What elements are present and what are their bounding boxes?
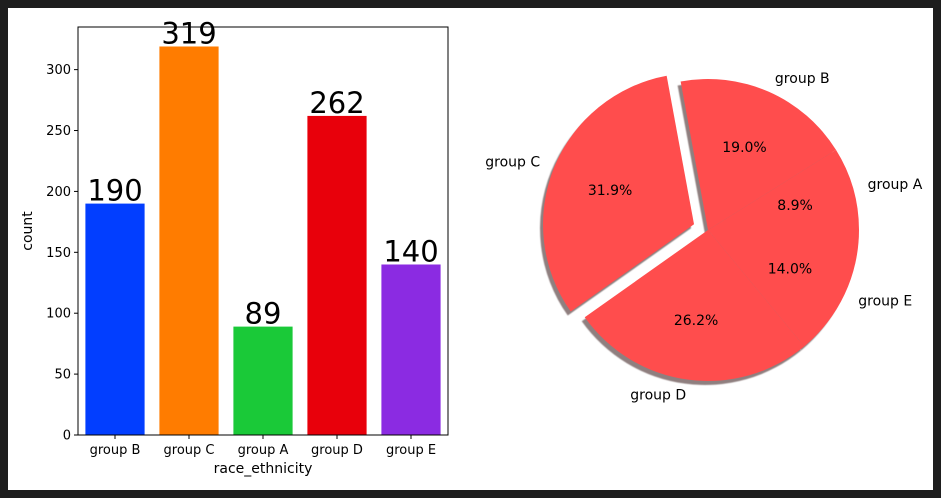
- pie-percent-labels: 8.9% 19.0% 31.9% 26.2% 14.0%: [588, 140, 813, 329]
- x-tick-label: group B: [90, 443, 141, 458]
- x-axis-label: race_ethnicity: [214, 461, 313, 477]
- y-tick-label: 250: [46, 124, 71, 139]
- pie-chart: group A group B group C group D group E 8.9%…: [485, 71, 922, 404]
- figure-svg: 190 319 89 262 140 0 50 100 150 200 250 300 group …: [20, 16, 923, 477]
- x-tick-label: group D: [311, 443, 363, 458]
- bar-group-A: [233, 326, 293, 435]
- y-tick-label: 0: [63, 429, 71, 444]
- x-tick-label: group A: [238, 443, 289, 458]
- y-tick-label: 300: [46, 63, 71, 78]
- y-tick-label: 200: [46, 185, 71, 200]
- pie-percent-label: 26.2%: [674, 313, 718, 329]
- y-tick-label: 50: [54, 368, 71, 383]
- pie-slice-group-B: [680, 79, 836, 231]
- x-tick-label: group C: [164, 443, 215, 458]
- y-tick-label: 100: [46, 307, 71, 322]
- bar-group-B: [85, 203, 145, 435]
- pie-slice-group-A: [708, 149, 859, 230]
- y-axis-label: count: [20, 211, 36, 251]
- pie-label: group E: [858, 294, 912, 310]
- pie-label: group A: [868, 177, 923, 193]
- y-axis-ticks: 0 50 100 150 200 250 300: [46, 63, 78, 444]
- bar-group-D: [307, 115, 367, 435]
- x-tick-label: group E: [386, 443, 436, 458]
- pie-label: group D: [630, 388, 686, 404]
- pie-labels: group A group B group C group D group E: [485, 71, 922, 404]
- bar-data-label: 190: [87, 174, 142, 208]
- pie-slice-group-E: [708, 230, 859, 347]
- bar-data-label: 319: [161, 16, 216, 50]
- bar-data-label: 140: [383, 234, 438, 268]
- pie-slice-group-C: [543, 75, 695, 312]
- bar-group-C: [159, 46, 219, 435]
- pie-slice-group-D: [584, 230, 805, 381]
- pie-slices: [543, 75, 859, 381]
- bar-group-E: [381, 264, 441, 435]
- pie-percent-label: 14.0%: [768, 262, 812, 278]
- pie-label: group B: [775, 71, 830, 87]
- bar-data-label: 262: [309, 86, 364, 120]
- pie-percent-label: 31.9%: [588, 183, 632, 199]
- bar-series: [85, 46, 441, 435]
- pie-label: group C: [485, 155, 540, 171]
- bar-chart: 190 319 89 262 140 0 50 100 150 200 250 300 group …: [20, 16, 449, 477]
- figure-canvas: 190 319 89 262 140 0 50 100 150 200 250 300 group …: [8, 8, 933, 490]
- pie-percent-label: 8.9%: [777, 198, 813, 214]
- bar-data-labels: 190 319 89 262 140: [87, 16, 438, 330]
- pie-percent-label: 19.0%: [722, 140, 766, 156]
- x-axis-ticks: group B group C group A group D group E: [90, 435, 436, 458]
- y-tick-label: 150: [46, 246, 71, 261]
- bar-data-label: 89: [245, 297, 282, 331]
